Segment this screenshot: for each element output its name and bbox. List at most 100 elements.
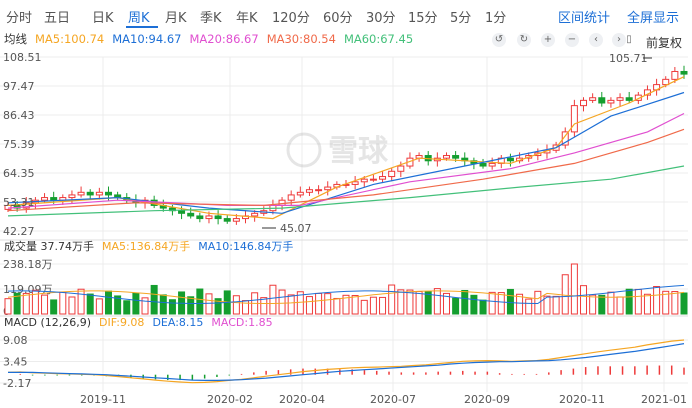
tab-5[interactable]: 月K	[165, 11, 187, 26]
candle	[461, 152, 469, 166]
volume-bar	[86, 293, 94, 315]
tab-7[interactable]: 年K	[236, 11, 258, 26]
volume-bar	[278, 289, 286, 315]
tab-3[interactable]: 日K	[92, 11, 114, 26]
macd-dea-line	[8, 343, 685, 381]
volume-bar	[634, 288, 642, 315]
candle-body	[506, 157, 514, 162]
time-axis-label: 2020-02	[207, 393, 253, 406]
volume-bar	[506, 288, 514, 315]
candle-body	[95, 191, 103, 196]
candle	[379, 170, 387, 183]
candle	[653, 78, 661, 96]
price-axis-label: 108.51	[3, 51, 42, 64]
candle-body	[77, 191, 85, 196]
candle	[251, 210, 259, 222]
candle-body	[178, 210, 186, 214]
volume-bar	[479, 299, 487, 315]
zoom-out-icon[interactable]: −	[565, 33, 579, 47]
time-axis-label: 2020-09	[464, 393, 510, 406]
candle	[324, 181, 332, 196]
candle	[223, 215, 231, 224]
tab-13[interactable]: 1分	[485, 11, 507, 26]
period-tabs: 分时 五日 日K 周K 月K 季K 年K 120分 60分 30分 15分 5分 1分	[0, 0, 692, 30]
fullscreen-link[interactable]: 全屏显示	[627, 11, 680, 26]
candle	[351, 176, 359, 190]
candle	[589, 93, 597, 103]
candle-body	[287, 194, 295, 201]
range-stats-link[interactable]: 区间统计	[558, 11, 611, 26]
macd-legend-item-3: DEA:8.15	[152, 316, 203, 329]
volume-bar	[95, 298, 103, 315]
tab-2[interactable]: 五日	[44, 11, 71, 26]
macd-dif-line	[7, 339, 685, 384]
tab-8[interactable]: 120分	[272, 11, 310, 26]
tab-4[interactable]: 周K	[128, 11, 150, 26]
volume-bar	[196, 288, 204, 315]
volume-bar	[397, 289, 405, 315]
tab-12[interactable]: 5分	[450, 11, 472, 26]
macd-axis-label: -2.17	[3, 377, 31, 390]
candle	[580, 97, 588, 112]
price-axis-label: 97.47	[3, 80, 35, 93]
volume-bar	[114, 295, 122, 315]
volume-bar	[525, 298, 533, 315]
volume-bar	[324, 293, 332, 315]
candle	[196, 212, 204, 223]
tab-9[interactable]: 60分	[323, 11, 353, 26]
volume-bar	[315, 292, 323, 315]
ma-legend-item-2: MA10:94.67	[112, 32, 182, 46]
candle	[77, 186, 85, 198]
candle	[598, 91, 606, 107]
ma-line-ma20	[7, 112, 685, 209]
active-tab-underline	[126, 26, 158, 28]
price-axis-label: 42.27	[3, 225, 35, 238]
candle-body	[625, 97, 633, 101]
tab-1[interactable]: 分时	[6, 11, 33, 26]
candle-body	[488, 162, 496, 167]
price-axis-label: 75.39	[3, 138, 35, 151]
candle-body	[41, 197, 49, 201]
volume-bar	[369, 296, 377, 315]
ma-legend-item-4: MA30:80.54	[266, 32, 336, 46]
candle	[86, 189, 94, 199]
zoom-in-icon[interactable]: +	[541, 33, 555, 47]
ma-legend: 均线 MA5:100.74 MA10:94.67 MA20:86.67 MA30:80.…	[4, 31, 421, 47]
tab-6[interactable]: 季K	[200, 11, 222, 26]
candle-body	[479, 162, 487, 167]
next-icon[interactable]: ›	[612, 33, 626, 47]
redo-icon[interactable]: ↻	[517, 33, 531, 47]
adjust-mode-button[interactable]: 前复权	[646, 36, 683, 50]
volume-bar	[516, 293, 524, 315]
candle	[260, 206, 268, 216]
candle	[671, 67, 679, 84]
volume-bar	[333, 297, 341, 315]
macd-axis-label: 3.45	[3, 356, 28, 369]
undo-icon[interactable]: ↺	[492, 33, 506, 47]
tab-11[interactable]: 15分	[408, 11, 438, 26]
candle-body	[214, 215, 222, 220]
time-axis-label: 2019-11	[80, 393, 126, 406]
candle-body	[22, 202, 30, 209]
volume-bar	[41, 294, 49, 315]
volume-bar	[351, 295, 359, 315]
high-annotation: 105.71	[609, 52, 648, 65]
prev-icon[interactable]: ‹	[589, 33, 603, 47]
volume-bar	[232, 295, 240, 315]
candle-body	[68, 194, 76, 199]
candle-body	[397, 165, 405, 172]
candle	[625, 91, 633, 103]
candle	[561, 127, 569, 149]
volume-bar	[653, 285, 661, 315]
volume-bar	[607, 291, 615, 315]
candle	[305, 186, 313, 196]
tab-10[interactable]: 30分	[366, 11, 396, 26]
candle-body	[662, 78, 670, 86]
volume-bar	[406, 289, 414, 315]
ma-line-ma30	[7, 128, 685, 212]
toggle-icon[interactable]: ▯	[626, 34, 632, 45]
volume-bar	[205, 293, 213, 315]
candle-body	[187, 212, 195, 217]
candle	[616, 93, 624, 107]
